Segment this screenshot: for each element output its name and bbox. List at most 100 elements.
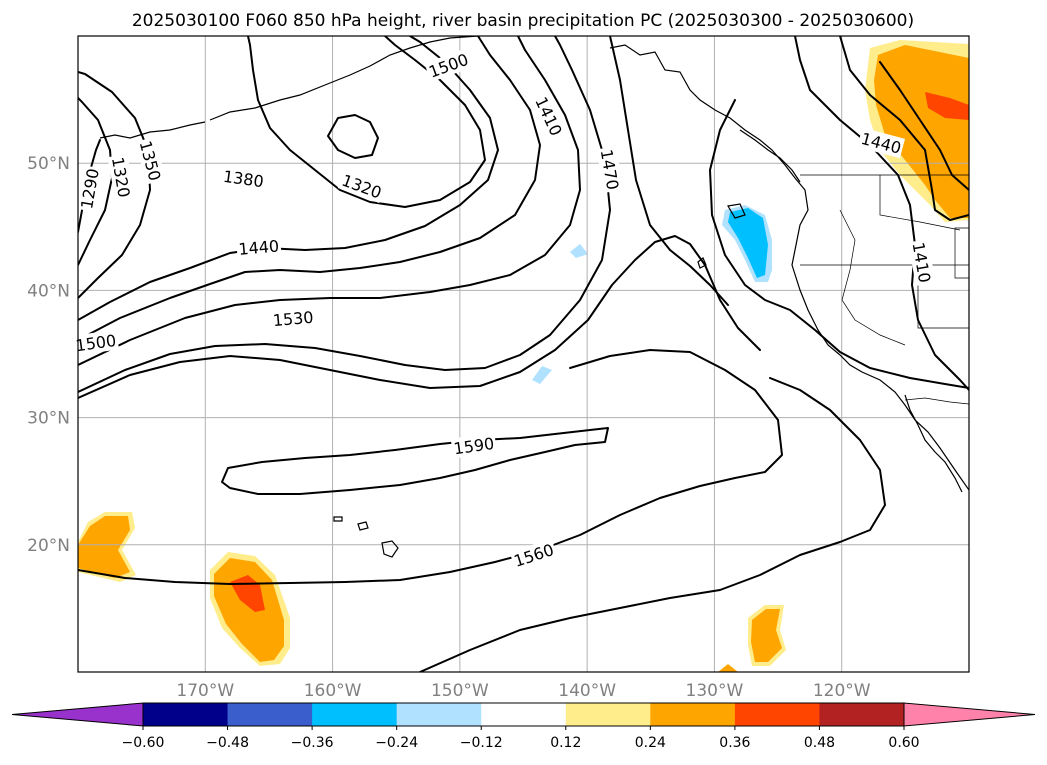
latitude-tick-labels: 50°N 40°N 30°N 20°N — [27, 154, 70, 556]
contour-label-halo — [509, 538, 558, 572]
contour-label-halo — [72, 329, 119, 356]
contour-1410-west — [78, 36, 541, 341]
contour-label-halo — [235, 235, 282, 260]
lat-tick-label: 20°N — [27, 536, 70, 556]
colorbar-segment — [481, 703, 567, 726]
contour-label: 1530 — [270, 306, 316, 331]
contour-label-text: 1530 — [272, 308, 314, 330]
colorbar-tick-label: 0.12 — [550, 735, 581, 751]
colorbar-frame — [142, 702, 905, 727]
precip-shade-coast-neg-inner — [728, 208, 768, 278]
contour-1440-east-2 — [879, 61, 969, 191]
island-hawaii-3 — [333, 516, 343, 522]
contour-label-halo — [530, 91, 568, 141]
border-state-2 — [839, 209, 906, 346]
graticule — [78, 36, 969, 672]
colorbar-tick-label: −0.60 — [122, 735, 165, 751]
lon-tick-label: 150°W — [431, 681, 489, 701]
contour-1440 — [78, 36, 581, 366]
contour-label-halo — [908, 239, 936, 286]
island-coast-small-2 — [727, 203, 746, 219]
colorbar-tick-label: 0.60 — [888, 735, 919, 751]
colorbar-tick-label: 0.36 — [719, 735, 750, 751]
lon-tick-label: 130°W — [686, 681, 744, 701]
contour-1320-low — [247, 36, 486, 208]
contour-label: 1500 — [72, 329, 119, 356]
contour-1530 — [78, 235, 761, 399]
longitude-tick-labels: 170°W 160°W 150°W 140°W 130°W 120°W — [176, 681, 870, 701]
contour-1590 — [221, 427, 609, 495]
lat-tick-label: 30°N — [27, 409, 70, 429]
coastlines — [99, 36, 969, 558]
contour-closed-low — [327, 114, 379, 159]
precip-shade-west-orange — [78, 516, 130, 578]
contour-label-halo — [220, 165, 267, 192]
figure-title: 2025030100 F060 850 hPa height, river ba… — [132, 11, 914, 31]
contour-1560-south — [419, 377, 886, 672]
lon-tick-label: 140°W — [558, 681, 616, 701]
contour-1470 — [609, 36, 729, 306]
colorbar-segment — [650, 703, 736, 726]
contour-1440-east — [839, 36, 969, 221]
contour-label: 1380 — [220, 165, 267, 192]
contour-label-halo — [596, 146, 624, 193]
lat-tick-label: 40°N — [27, 281, 70, 301]
colorbar-segment — [227, 703, 313, 726]
height-contours — [78, 36, 969, 672]
colorbar-tick-label: 0.24 — [635, 735, 666, 751]
colorbar-tick-label: −0.36 — [291, 735, 334, 751]
border-us-mexico — [904, 397, 969, 405]
contour-label-halo — [75, 165, 104, 213]
precip-shade-northeast-red — [925, 92, 969, 120]
colorbar-tick-label: 0.48 — [804, 735, 835, 751]
contour-label-halo — [337, 169, 386, 204]
colorbar: −0.60 −0.48 −0.36 −0.24 −0.12 0.12 0.24 0.36 0.4… — [11, 702, 1036, 751]
map-frame — [77, 35, 970, 673]
island-hawaii-2 — [357, 521, 369, 531]
precip-shade-bottom-edge — [718, 664, 738, 672]
contour-1410-east — [794, 36, 969, 391]
colorbar-segment — [819, 703, 905, 726]
precip-shade-small-neg-2 — [532, 366, 552, 384]
coast-north-america — [609, 44, 969, 491]
colorbar-extend-low — [11, 702, 144, 727]
contour-label-halo — [135, 136, 166, 185]
contour-label-halo — [270, 306, 316, 331]
political-borders — [800, 174, 969, 405]
precip-shade-small-neg-1 — [570, 244, 588, 258]
colorbar-segment — [396, 703, 482, 726]
lon-tick-label: 170°W — [176, 681, 234, 701]
colorbar-segment — [565, 703, 651, 726]
coast-baja — [904, 394, 963, 493]
colorbar-tick-label: −0.12 — [460, 735, 503, 751]
colorbar-segment — [312, 703, 398, 726]
contour-label-halo — [857, 127, 906, 159]
contour-1380 — [78, 36, 499, 321]
coast-alaska-south — [209, 36, 479, 121]
contour-1560 — [78, 349, 783, 585]
contour-coast-trough — [709, 99, 969, 389]
lon-tick-label: 120°W — [813, 681, 871, 701]
colorbar-extend-high — [903, 702, 1036, 727]
border-state-3 — [879, 175, 961, 231]
border-state-5 — [954, 227, 969, 279]
border-state-4 — [917, 265, 969, 329]
coast-vancouver — [739, 129, 801, 183]
contour-label-text: 1440 — [238, 236, 280, 258]
colorbar-tick-label: −0.48 — [206, 735, 249, 751]
coast-aleutians — [99, 121, 206, 139]
contour-1500 — [78, 36, 611, 393]
precip-shade-south-orange — [751, 609, 782, 662]
island-hawaii-1 — [381, 540, 399, 558]
contour-label: 1440 — [235, 235, 282, 260]
colorbar-segment — [143, 703, 229, 726]
colorbar-tick-label: −0.24 — [375, 735, 418, 751]
lon-tick-label: 160°W — [304, 681, 362, 701]
contour-label-halo — [107, 153, 135, 201]
colorbar-segment — [734, 703, 820, 726]
lat-tick-label: 50°N — [27, 154, 70, 174]
contour-label-halo — [424, 48, 473, 83]
map-panel: 1290 1320 1350 1380144013201500153014101470… — [72, 35, 970, 673]
contour-label-halo — [450, 432, 498, 459]
